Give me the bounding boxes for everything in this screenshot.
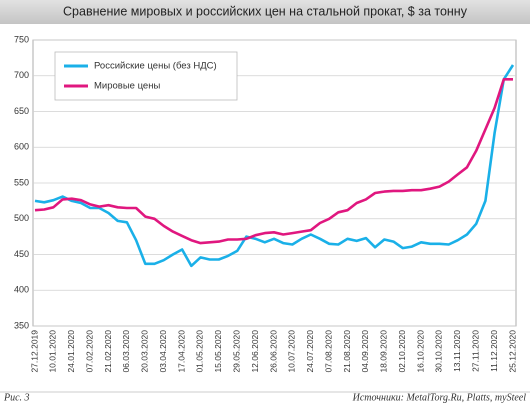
series-line (34, 64, 515, 268)
x-tick-label: 24.01.2020 (66, 330, 76, 373)
source: Источники: MetalTorg.Ru, Platts, mySteel (352, 392, 527, 403)
x-tick-label: 07.08.2020 (323, 330, 333, 373)
title-bar (0, 0, 530, 24)
y-tick-label: 350 (14, 320, 29, 330)
y-tick-label: 600 (14, 142, 29, 152)
series-line (34, 78, 513, 245)
x-tick-label: 17.04.2020 (176, 330, 186, 373)
x-tick-label: 10.07.2020 (287, 330, 297, 373)
x-tick-label: 16.10.2020 (415, 330, 425, 373)
x-tick-label: 10.01.2020 (48, 330, 58, 373)
x-tick-label: 04.09.2020 (360, 330, 370, 373)
legend-box (54, 51, 238, 101)
y-tick-label: 700 (14, 70, 29, 80)
x-tick-label: 03.04.2020 (158, 330, 168, 373)
y-tick-label: 750 (14, 34, 29, 44)
y-tick-label: 650 (14, 106, 29, 116)
legend-label: Мировые цены (94, 81, 160, 92)
x-tick-label: 20.03.2020 (140, 330, 150, 373)
x-tick-label: 30.10.2020 (434, 330, 444, 373)
x-tick-label: 29.05.2020 (231, 330, 241, 373)
x-tick-label: 01.05.2020 (195, 330, 205, 373)
y-tick-label: 500 (14, 213, 29, 223)
x-tick-label: 06.03.2020 (121, 330, 131, 373)
x-tick-label: 18.09.2020 (379, 330, 389, 373)
x-tick-label: 25.12.2020 (507, 330, 517, 373)
y-tick-label: 550 (14, 177, 29, 187)
x-tick-label: 02.10.2020 (397, 330, 407, 373)
legend-label: Российские цены (без НДС) (94, 61, 217, 72)
x-tick-label: 13.11.2020 (452, 330, 462, 372)
x-tick-label: 15.05.2020 (213, 330, 223, 373)
x-tick-label: 27.12.2019 (29, 330, 39, 373)
x-tick-label: 21.02.2020 (103, 330, 113, 373)
x-tick-label: 11.12.2020 (489, 330, 499, 372)
x-tick-label: 26.06.2020 (268, 330, 278, 373)
x-tick-label: 24.07.2020 (305, 330, 315, 373)
x-tick-label: 07.02.2020 (84, 330, 94, 373)
x-tick-label: 21.08.2020 (342, 330, 352, 373)
x-tick-label: 12.06.2020 (250, 330, 260, 373)
y-tick-label: 450 (14, 249, 29, 259)
chart-title: Сравнение мировых и российских цен на ст… (63, 4, 468, 18)
y-tick-label: 400 (14, 285, 29, 295)
figure-label: Рис. 3 (3, 392, 30, 403)
x-tick-label: 27.11.2020 (470, 330, 480, 372)
